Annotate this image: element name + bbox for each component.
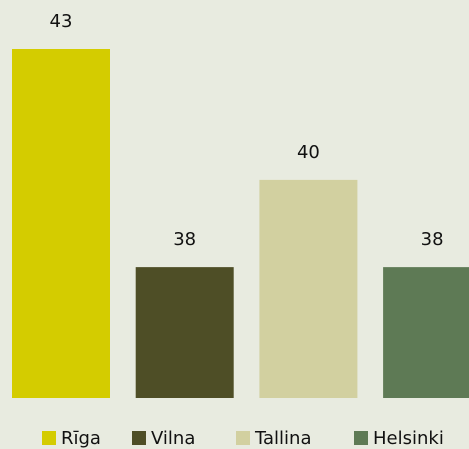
data-label: 40 — [297, 142, 320, 163]
legend-label: Vilna — [151, 428, 195, 449]
data-label: 38 — [173, 229, 196, 250]
legend-swatch — [42, 431, 56, 445]
bar — [135, 267, 234, 398]
legend-label: Tallina — [254, 428, 312, 449]
legend-swatch — [354, 431, 368, 445]
legend-label: Rīga — [61, 428, 101, 449]
legend-label: Helsinki — [373, 428, 444, 449]
data-label: 43 — [50, 11, 73, 32]
bar — [383, 267, 469, 398]
legend-swatch — [132, 431, 146, 445]
bar — [259, 179, 358, 398]
bar — [12, 49, 110, 398]
data-label: 38 — [421, 229, 444, 250]
legend-swatch — [236, 431, 250, 445]
